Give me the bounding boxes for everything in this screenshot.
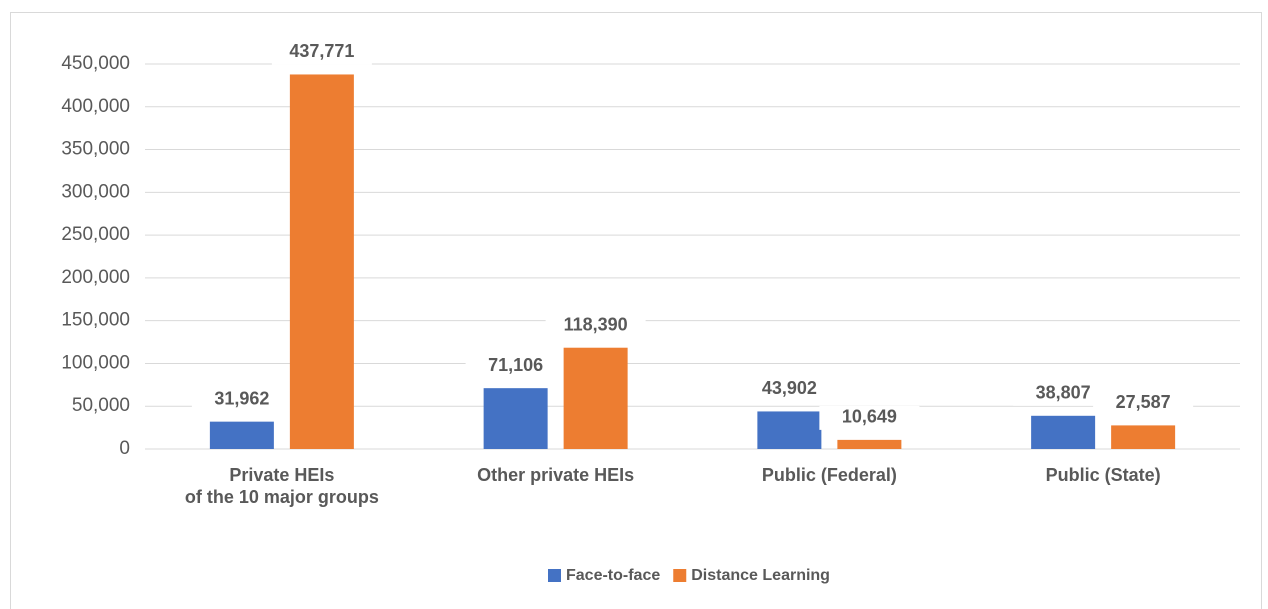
data-label-bg [271, 40, 372, 65]
bar [563, 347, 628, 449]
x-tick-label: Other private HEIs [477, 465, 634, 485]
data-label-bg [545, 313, 646, 338]
data-label-bg [739, 377, 840, 402]
data-label: 118,390 [564, 314, 628, 334]
y-tick-label: 150,000 [61, 310, 130, 331]
data-label: 71,106 [488, 355, 543, 375]
legend-swatch [548, 569, 561, 582]
bar [289, 74, 354, 449]
data-label: 10,649 [842, 407, 897, 427]
bar [837, 439, 902, 449]
y-tick-label: 0 [119, 438, 130, 459]
data-label: 43,902 [762, 378, 817, 398]
bar [1111, 425, 1176, 449]
bar [1031, 415, 1096, 449]
x-tick-label: Private HEIs of the 10 major groups [185, 465, 379, 507]
y-tick-label: 400,000 [61, 96, 130, 117]
data-label-bg [1093, 391, 1194, 416]
legend-swatch [673, 569, 687, 582]
bar [209, 421, 274, 449]
chart-frame [10, 12, 1262, 609]
legend-label: Face-to-face [566, 567, 660, 584]
data-label-bg [191, 387, 292, 412]
y-tick-label: 50,000 [72, 395, 130, 416]
data-label: 27,587 [1116, 392, 1171, 412]
x-tick-label: Public (Federal) [762, 465, 897, 485]
bar [757, 411, 822, 449]
data-label: 38,807 [1036, 383, 1091, 403]
y-tick-label: 300,000 [61, 181, 130, 202]
data-label: 437,771 [289, 41, 354, 61]
y-tick-label: 200,000 [61, 267, 130, 288]
data-label-bg [465, 354, 566, 379]
y-tick-label: 350,000 [61, 139, 130, 160]
data-label-bg [819, 405, 920, 430]
x-tick-label: Public (State) [1046, 465, 1161, 485]
legend-label: Distance Learning [691, 567, 830, 584]
bar [483, 388, 548, 449]
y-tick-label: 450,000 [61, 53, 130, 74]
y-tick-label: 250,000 [61, 224, 130, 245]
y-tick-label: 100,000 [61, 352, 130, 373]
data-label: 31,962 [214, 388, 269, 408]
